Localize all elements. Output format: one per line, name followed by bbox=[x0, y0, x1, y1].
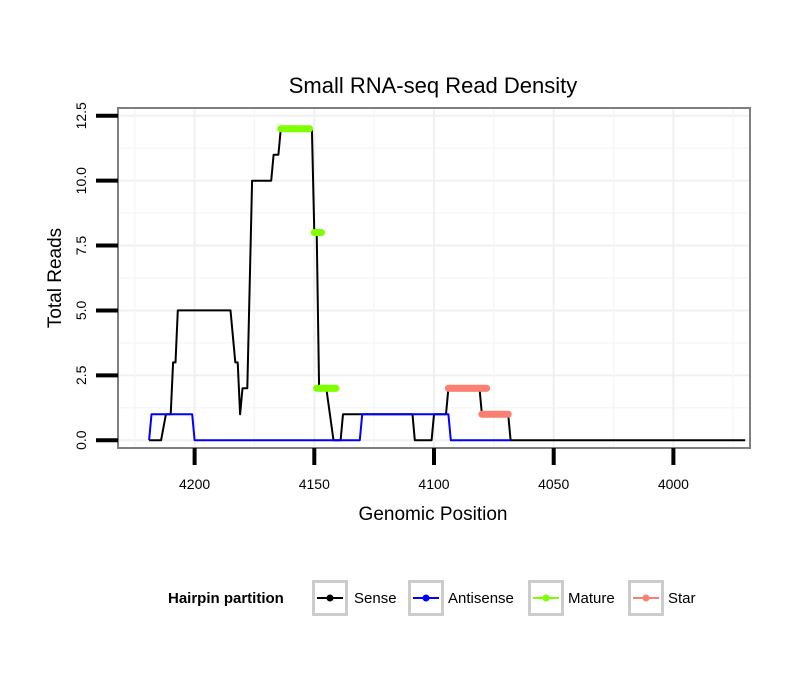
series-mature-point bbox=[332, 384, 340, 392]
legend-key-dot bbox=[642, 594, 650, 602]
y-axis: 0.0 2.5 5.0 7.5 10.0 12.5 bbox=[73, 102, 118, 450]
series-star-point bbox=[504, 410, 512, 418]
y-tick-label: 5.0 bbox=[73, 300, 89, 320]
series-mature-point bbox=[306, 125, 313, 133]
y-axis-label: Total Reads bbox=[45, 228, 66, 328]
series-layer bbox=[148, 125, 746, 442]
legend-label-antisense: Antisense bbox=[448, 590, 514, 607]
y-tick-label: 7.5 bbox=[73, 236, 89, 256]
x-tick-label: 4000 bbox=[658, 476, 689, 492]
legend-label-sense: Sense bbox=[354, 590, 397, 607]
legend-key-dot bbox=[326, 594, 334, 602]
series-mature-point bbox=[318, 229, 325, 236]
legend-label-star: Star bbox=[668, 590, 696, 607]
x-tick-label: 4200 bbox=[179, 476, 210, 492]
series-star-point bbox=[483, 384, 491, 392]
series-antisense-line bbox=[148, 413, 511, 442]
legend-label-mature: Mature bbox=[568, 590, 615, 607]
y-tick-label: 12.5 bbox=[73, 102, 89, 129]
x-tick-label: 4150 bbox=[299, 476, 330, 492]
x-tick-label: 4050 bbox=[538, 476, 569, 492]
legend-key-dot bbox=[422, 594, 430, 602]
grid-lines bbox=[118, 108, 750, 448]
x-axis-label: Genomic Position bbox=[359, 504, 508, 525]
y-tick-label: 10.0 bbox=[73, 167, 89, 194]
x-axis: 4200 4150 4100 4050 4000 bbox=[179, 448, 689, 492]
legend: Hairpin partition Sense Antisense Mature St… bbox=[168, 580, 696, 616]
x-tick-label: 4100 bbox=[418, 476, 449, 492]
y-tick-label: 2.5 bbox=[73, 365, 89, 385]
y-tick-label: 0.0 bbox=[73, 430, 89, 450]
legend-key-dot bbox=[542, 594, 550, 602]
legend-title: Hairpin partition bbox=[168, 590, 284, 607]
chart-title: Small RNA-seq Read Density bbox=[289, 73, 578, 98]
